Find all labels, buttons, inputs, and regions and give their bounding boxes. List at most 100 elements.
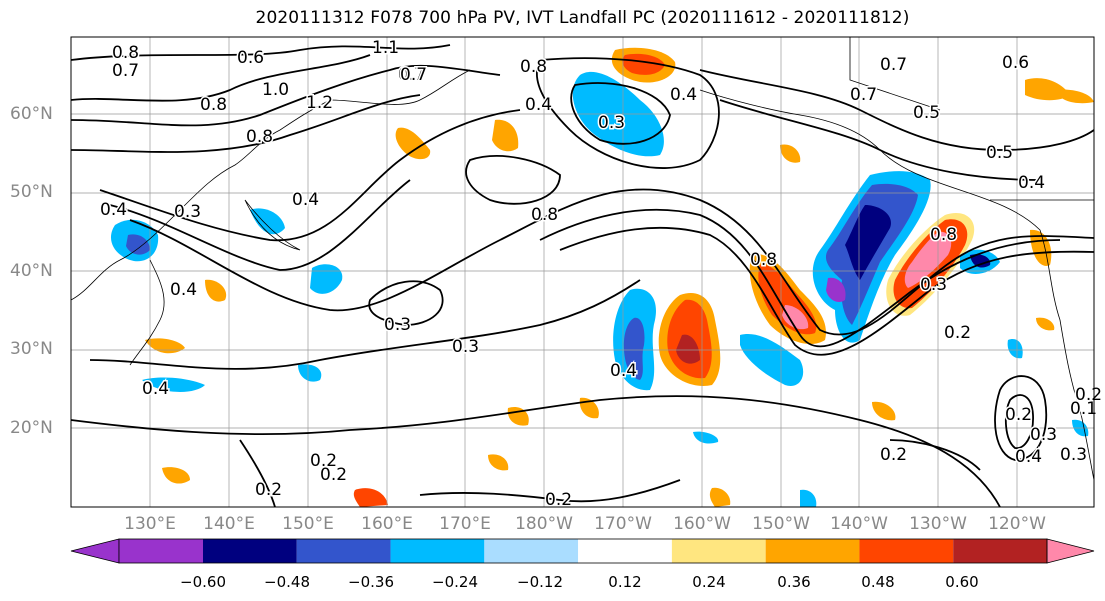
- contour-label: 0.5: [913, 103, 940, 123]
- shade-cyan-hawaii: [693, 431, 719, 444]
- coastlines: [70, 37, 1095, 481]
- colorbar-tick: −0.12: [517, 573, 563, 591]
- contour-line: [889, 439, 981, 471]
- contour-line: [539, 208, 1061, 348]
- shade-orange-gulf: [780, 144, 801, 163]
- pc-shading: [110, 47, 1094, 507]
- contour-line: [99, 109, 521, 242]
- lat-label-30n: 30°N: [10, 339, 53, 359]
- shade-orange-far-sw: [162, 467, 190, 484]
- shade-cyan-mid-west: [298, 364, 322, 382]
- colorbar-extend-max: [1046, 538, 1095, 564]
- colorbar-bin: [484, 539, 579, 563]
- contour-line: [239, 439, 276, 508]
- contour-line: [70, 64, 501, 127]
- contour-label: 0.6: [1002, 53, 1029, 73]
- shade-orange-west-us: [1030, 229, 1052, 266]
- coastline-korea: [129, 259, 165, 366]
- contour-line: [570, 82, 671, 145]
- lon-label-120w: 120°W: [988, 514, 1046, 534]
- contour-label: 0.4: [100, 200, 127, 220]
- contour-label: 0.8: [520, 57, 547, 77]
- contour-label: 0.2: [255, 480, 282, 500]
- contour-label: 0.3: [920, 275, 947, 295]
- colorbar-bin: [203, 539, 297, 563]
- colorbar-bin: [119, 539, 203, 563]
- colorbar-tick: −0.60: [180, 573, 226, 591]
- lon-label-140w: 140°W: [830, 514, 888, 534]
- lon-label-170e: 170°E: [439, 514, 491, 534]
- contour-label: 0.7: [850, 85, 877, 105]
- lon-label-170w: 170°W: [594, 514, 652, 534]
- shade-pink-nw-us: [904, 231, 952, 288]
- contour-label: 0.2: [944, 323, 971, 343]
- contour-line: [70, 44, 451, 61]
- contour-label: 0.8: [750, 250, 777, 270]
- contour-label: 0.3: [174, 202, 201, 222]
- coastline-asia: [70, 99, 331, 301]
- colorbar-bin: [859, 539, 954, 563]
- contour-line: [994, 375, 1048, 461]
- contour-label: 0.3: [452, 337, 479, 357]
- plot-frame: [70, 36, 1095, 508]
- contour-label: 0.8: [531, 205, 558, 225]
- colorbar-frame: [118, 538, 1048, 564]
- shade-orange-east-pacific: [872, 401, 896, 421]
- colorbar: [70, 538, 1095, 564]
- contour-line: [368, 280, 444, 326]
- lon-label-160w: 160°W: [673, 514, 731, 534]
- shade-cyan-japan: [250, 208, 285, 235]
- contour-line: [129, 188, 1095, 336]
- colorbar-bin: [953, 539, 1047, 563]
- contour-line: [70, 94, 421, 153]
- shade-orange-japan-sea: [395, 127, 431, 160]
- contour-line: [559, 226, 1095, 356]
- contour-label: 0.4: [170, 280, 197, 300]
- contour-line: [70, 395, 1001, 508]
- lat-label-50n: 50°N: [10, 182, 53, 202]
- shade-navy-west-us: [970, 254, 991, 268]
- contour-line: [465, 155, 561, 205]
- shade-darkred-central: [676, 334, 700, 364]
- lon-label-160e: 160°E: [361, 514, 413, 534]
- contour-label: 0.3: [598, 113, 625, 133]
- colorbar-tick: 0.36: [777, 573, 811, 591]
- lon-label-130w: 130°W: [909, 514, 967, 534]
- shade-navy-ne-pacific: [845, 205, 891, 280]
- contour-label: 0.4: [670, 85, 697, 105]
- colorbar-tick: 0.24: [692, 573, 726, 591]
- contour-label: 1.2: [306, 93, 333, 113]
- contour-label: 0.2: [310, 451, 337, 471]
- contour-line: [419, 479, 681, 503]
- border-alaska: [849, 37, 941, 111]
- colorbar-tick: 0.12: [608, 573, 642, 591]
- contour-label: 0.4: [1018, 173, 1045, 193]
- contour-label: 0.2: [1075, 385, 1102, 405]
- contour-label: 0.4: [292, 190, 319, 210]
- lat-label-20n: 20°N: [10, 418, 53, 438]
- graticule: [71, 37, 1094, 507]
- contour-label: 0.6: [237, 48, 264, 68]
- contour-label: 0.1: [1070, 399, 1097, 419]
- contour-label: 0.7: [398, 65, 425, 85]
- contour-label: 0.4: [525, 95, 552, 115]
- contour-line: [535, 57, 720, 169]
- colorbar-tick: −0.24: [432, 573, 478, 591]
- contour-label: 0.3: [384, 315, 411, 335]
- shade-blue-asia: [126, 234, 150, 255]
- contour-line: [70, 54, 371, 102]
- colorbar-extend-min: [70, 538, 120, 564]
- shade-cyan-sw: [142, 377, 205, 392]
- colorbar-bin: [578, 539, 672, 563]
- colorbar-tick: 0.60: [945, 573, 979, 591]
- lat-label-60n: 60°N: [10, 104, 53, 124]
- shade-blue-central: [623, 317, 645, 380]
- shade-orange-bottom: [709, 487, 731, 507]
- colorbar-bin: [296, 539, 391, 563]
- pv-contours: [70, 44, 1095, 508]
- lon-label-150w: 150°W: [752, 514, 810, 534]
- coastline-north-america: [699, 89, 1095, 481]
- contour-label: 0.8: [112, 43, 139, 63]
- coastline-kamchatka: [329, 69, 471, 105]
